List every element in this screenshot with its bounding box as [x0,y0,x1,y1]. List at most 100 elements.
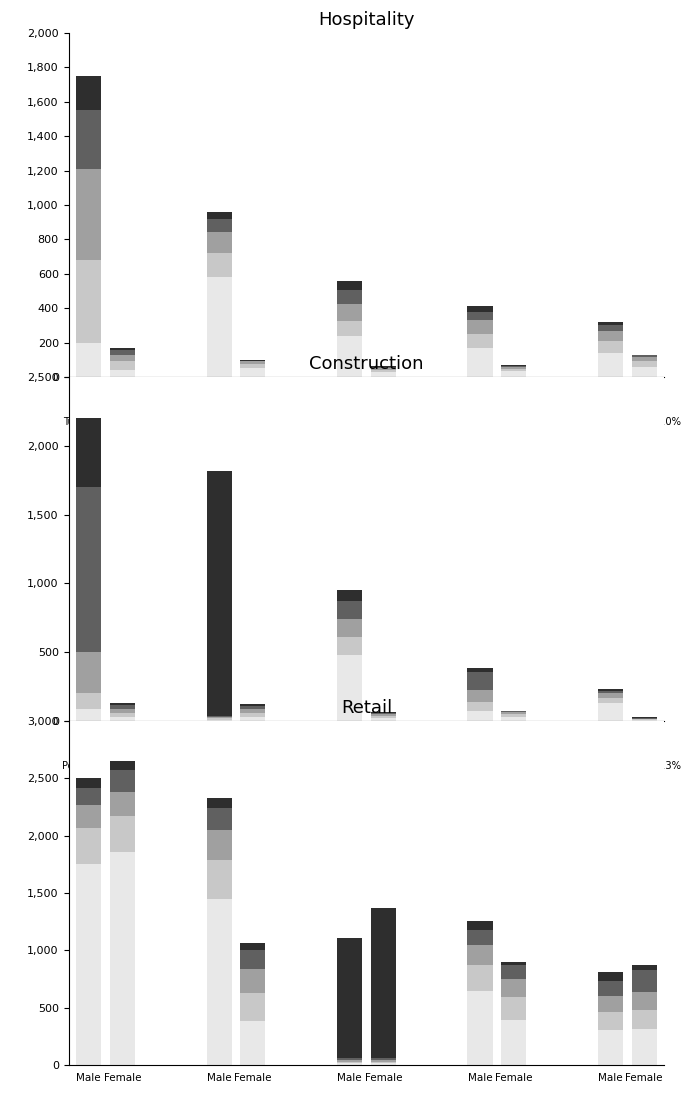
Bar [240,951,266,968]
Bar [337,1062,362,1063]
Bar [207,899,232,1065]
Bar [207,716,232,717]
Bar [467,668,493,672]
Bar [501,979,526,997]
Bar [207,277,232,377]
Bar [240,993,266,1021]
Bar [371,370,396,372]
Bar [501,714,526,717]
Bar [110,708,135,713]
Bar [240,968,266,993]
Bar [337,602,362,619]
Bar [371,1058,396,1060]
Bar [337,304,362,321]
Text: Iraq: N=1,053;
S=13.6%: Iraq: N=1,053; S=13.6% [199,416,273,438]
Bar [467,944,493,965]
Bar [76,418,101,488]
Bar [467,690,493,703]
Bar [371,908,396,1058]
Title: Hospitality: Hospitality [319,11,414,29]
Bar [467,930,493,944]
Bar [240,706,266,709]
Title: Retail: Retail [341,698,392,717]
Bar [501,1020,526,1065]
Bar [598,1011,623,1030]
Bar [467,990,493,1065]
Bar [110,370,135,377]
Bar [371,714,396,716]
Bar [207,830,232,860]
Bar [632,1029,657,1065]
Bar [240,368,266,377]
Bar [598,697,623,703]
Bar [371,1063,396,1065]
Bar [240,717,266,721]
Bar [240,713,266,717]
Bar [207,860,232,899]
Bar [207,719,232,721]
Bar [598,1030,623,1065]
Bar [337,281,362,290]
Bar [598,694,623,697]
Bar [110,717,135,721]
Bar [501,369,526,371]
Bar [76,488,101,652]
Bar [337,336,362,377]
Bar [598,330,623,340]
Bar [467,306,493,312]
Bar [76,778,101,787]
Bar [632,993,657,1010]
Bar [110,703,135,705]
Text: Syria: N=616; S=8.0%: Syria: N=616; S=8.0% [310,416,423,426]
Bar [207,718,232,719]
Bar [76,652,101,694]
Bar [110,713,135,717]
Bar [337,637,362,656]
Bar [207,254,232,277]
Text: Lebanon:
N=482;S=6.2%: Lebanon: N=482;S=6.2% [458,416,536,438]
Bar [467,965,493,990]
Bar [598,325,623,330]
Bar [337,321,362,336]
Bar [371,718,396,721]
Bar [76,76,101,111]
Bar [110,852,135,1065]
Bar [110,355,135,361]
Bar [207,212,232,219]
Bar [371,366,396,367]
Bar [76,805,101,828]
Bar [501,367,526,369]
Bar [337,290,362,304]
Text: Turkey: N=1,949;
S=25.20%: Turkey: N=1,949; S=25.20% [63,416,149,438]
Bar [337,591,362,602]
Bar [467,920,493,930]
Bar [76,709,101,721]
Bar [207,471,232,716]
Bar [207,798,232,808]
Bar [467,703,493,710]
Text: Iran: N=465; S=6.0%: Iran: N=465; S=6.0% [574,416,681,426]
Bar [110,771,135,792]
Bar [337,938,362,1058]
Bar [240,709,266,713]
Bar [467,334,493,348]
Bar [76,864,101,1065]
Text: Finland: N=1,960;
S=17.1%: Finland: N=1,960; S=17.1% [191,761,281,782]
Bar [501,713,526,714]
Bar [337,1058,362,1060]
Bar [632,367,657,377]
Bar [110,705,135,708]
Bar [371,713,396,714]
Bar [76,169,101,260]
Bar [598,690,623,691]
Bar [371,716,396,718]
Bar [371,367,396,368]
Bar [76,787,101,805]
Title: Construction: Construction [309,355,424,372]
Bar [207,808,232,830]
Bar [76,260,101,343]
Bar [501,997,526,1020]
Bar [501,962,526,965]
Bar [76,694,101,709]
Bar [598,352,623,377]
